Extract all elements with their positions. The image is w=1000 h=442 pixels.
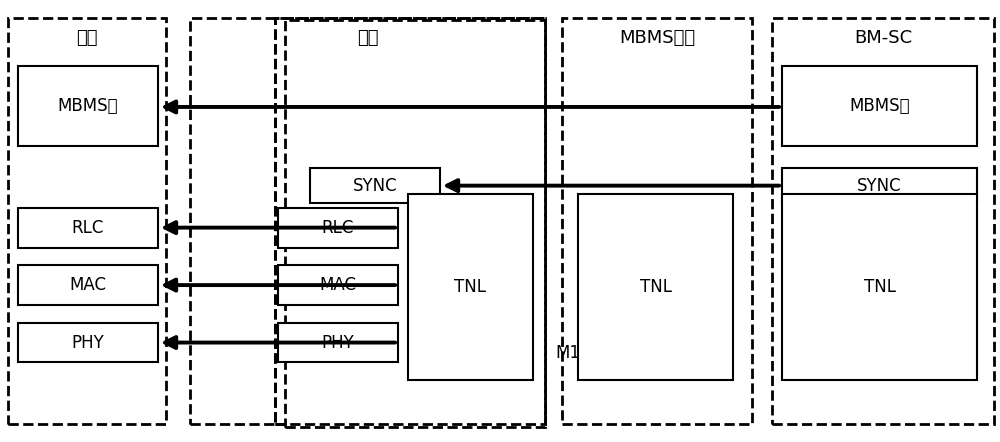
Bar: [18, 265, 158, 305]
Text: TNL: TNL: [640, 278, 672, 296]
Bar: [408, 194, 533, 380]
Bar: [310, 168, 440, 203]
Text: 终端: 终端: [76, 29, 98, 47]
Text: SYNC: SYNC: [353, 177, 397, 194]
Bar: [275, 18, 545, 424]
Text: BM-SC: BM-SC: [854, 29, 912, 47]
Text: MAC: MAC: [70, 276, 107, 294]
Bar: [285, 20, 545, 427]
Bar: [8, 18, 166, 424]
Text: TNL: TNL: [864, 278, 896, 296]
Text: MBMS网关: MBMS网关: [619, 29, 695, 47]
Bar: [782, 194, 977, 380]
Text: 基站: 基站: [357, 29, 378, 47]
Text: PHY: PHY: [322, 334, 354, 351]
Bar: [190, 18, 545, 424]
Text: RLC: RLC: [72, 219, 104, 236]
Bar: [578, 194, 733, 380]
Text: MBMS包: MBMS包: [849, 97, 910, 115]
Text: PHY: PHY: [72, 334, 104, 351]
Bar: [782, 168, 977, 203]
Bar: [18, 323, 158, 362]
Bar: [278, 208, 398, 248]
Text: MBMS包: MBMS包: [58, 97, 118, 115]
Bar: [772, 18, 994, 424]
Bar: [278, 265, 398, 305]
Bar: [278, 323, 398, 362]
Bar: [18, 66, 158, 146]
Bar: [275, 18, 545, 424]
Text: MAC: MAC: [320, 276, 356, 294]
Text: RLC: RLC: [322, 219, 354, 236]
Bar: [782, 66, 977, 146]
Bar: [18, 208, 158, 248]
Text: SYNC: SYNC: [857, 177, 902, 194]
Text: M1: M1: [555, 344, 580, 362]
Bar: [562, 18, 752, 424]
Text: TNL: TNL: [454, 278, 486, 296]
